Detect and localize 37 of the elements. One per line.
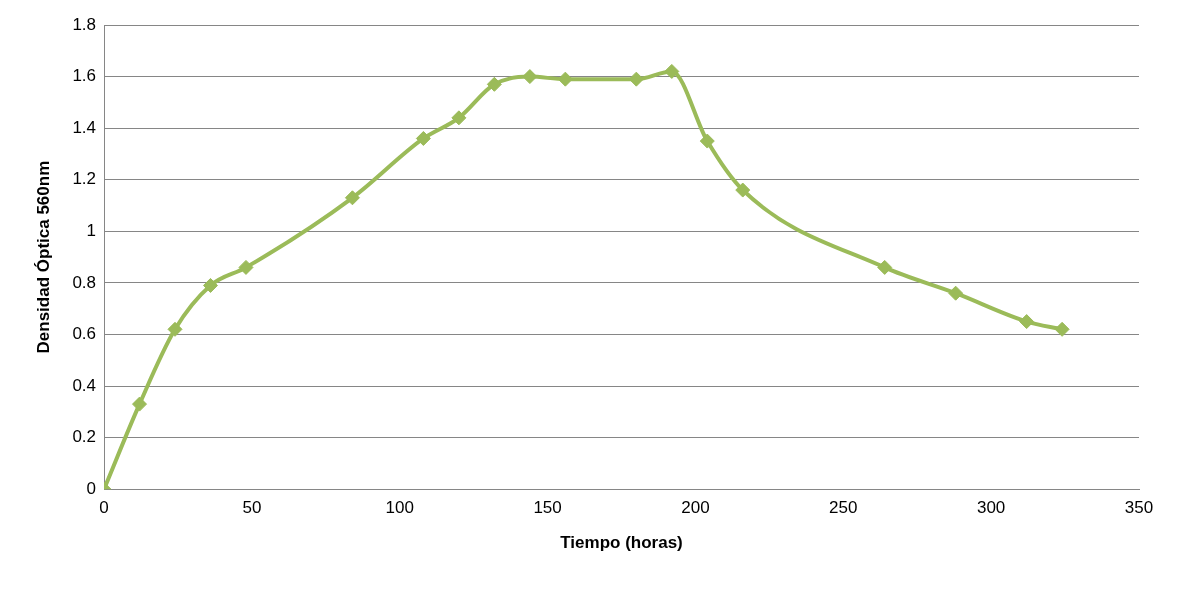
point bbox=[664, 63, 680, 79]
point bbox=[948, 285, 964, 301]
y-tick-label: 0.4 bbox=[72, 375, 97, 395]
point bbox=[202, 277, 218, 293]
point bbox=[1019, 314, 1035, 330]
y-tick-label: 0.6 bbox=[72, 324, 97, 344]
y-tick-label: 0 bbox=[86, 478, 97, 498]
x-axis-title: Tiempo (horas) bbox=[560, 533, 683, 553]
y-tick-label: 1.8 bbox=[72, 14, 97, 34]
point bbox=[628, 71, 644, 87]
y-tick-label: 0.2 bbox=[72, 427, 97, 447]
point bbox=[735, 182, 751, 198]
x-tick-label: 250 bbox=[829, 498, 858, 518]
y-tick-label: 1 bbox=[86, 221, 97, 240]
point bbox=[132, 396, 148, 412]
x-tick-label: 150 bbox=[533, 498, 562, 518]
point bbox=[238, 259, 254, 275]
point bbox=[451, 110, 467, 126]
point bbox=[1054, 321, 1070, 337]
y-tick-label: 1.6 bbox=[72, 66, 97, 86]
y-tick-label: 1.4 bbox=[72, 117, 97, 137]
y-axis-title: Densidad Óptica 560nm bbox=[33, 160, 53, 354]
x-tick-label: 50 bbox=[242, 498, 262, 518]
point bbox=[522, 69, 538, 85]
x-tick-label: 100 bbox=[385, 498, 414, 518]
point bbox=[344, 190, 360, 206]
point bbox=[486, 76, 502, 92]
point bbox=[557, 71, 573, 87]
x-tick-label: 200 bbox=[681, 498, 710, 518]
y-tick-label: 0.8 bbox=[72, 272, 97, 292]
x-tick-label: 300 bbox=[976, 498, 1006, 518]
x-tick-label: 350 bbox=[1124, 498, 1154, 518]
y-tick-label: 1.2 bbox=[72, 169, 97, 189]
point bbox=[699, 133, 715, 149]
point bbox=[877, 259, 893, 275]
point bbox=[415, 130, 431, 146]
point bbox=[167, 321, 183, 337]
